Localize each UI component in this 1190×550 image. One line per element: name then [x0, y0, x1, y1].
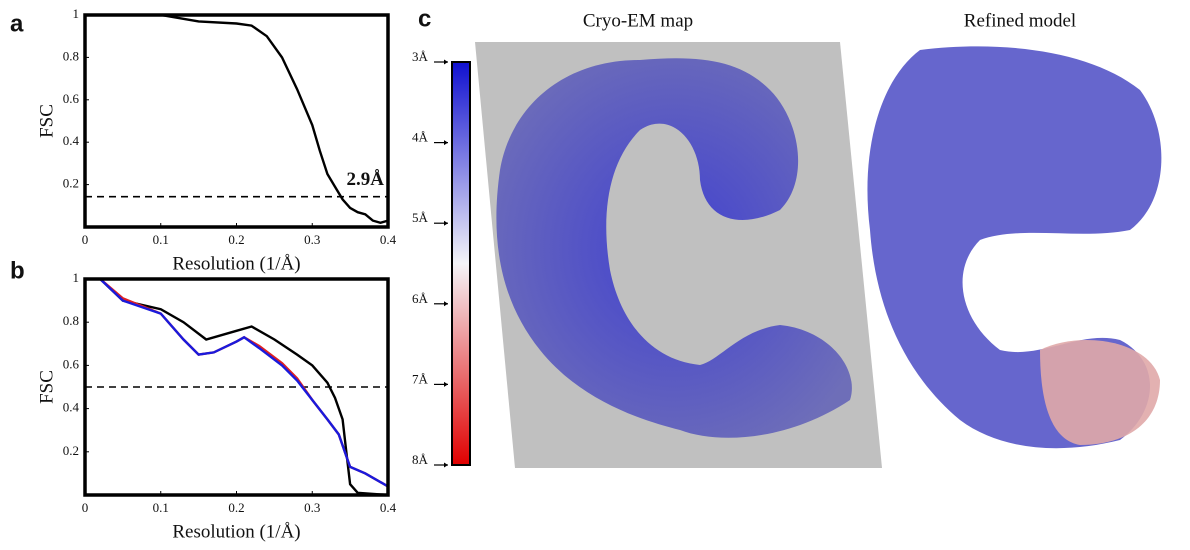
colorbar-label: 7Å	[412, 371, 429, 386]
y-tick-label: 0.6	[63, 91, 80, 106]
plot-frame	[83, 13, 390, 229]
y-tick-label: 0.2	[63, 443, 79, 458]
y-axis-label: FSC	[36, 370, 57, 404]
refined-model-low-res	[1040, 340, 1160, 445]
x-tick-label: 0.4	[380, 500, 397, 515]
y-tick-label: 0.2	[63, 176, 79, 191]
colorbar-label: 3Å	[412, 49, 429, 64]
plot-frame	[83, 277, 390, 497]
x-tick-label: 0	[82, 232, 89, 247]
map-title: Cryo-EM map	[583, 10, 693, 31]
x-tick-label: 0.2	[228, 500, 244, 515]
y-tick-label: 1	[73, 6, 80, 21]
panel-label: b	[10, 257, 25, 284]
x-tick-label: 0.3	[304, 500, 320, 515]
fsc-curve	[99, 278, 389, 488]
x-tick-label: 0.2	[228, 232, 244, 247]
y-tick-label: 0.4	[63, 133, 80, 148]
x-tick-label: 0	[82, 500, 89, 515]
colorbar	[451, 61, 471, 466]
colorbar-arrowhead	[444, 462, 448, 468]
model-title: Refined model	[964, 10, 1076, 31]
colorbar-arrowhead	[444, 301, 448, 307]
y-tick-label: 0.6	[63, 356, 80, 371]
x-tick-label: 0.1	[153, 500, 169, 515]
x-tick-label: 0.4	[380, 232, 397, 247]
colorbar-label: 5Å	[412, 210, 429, 225]
x-tick-label: 0.1	[153, 232, 169, 247]
x-axis-label: Resolution (1/Å)	[172, 253, 300, 274]
colorbar-label: 8Å	[412, 452, 429, 467]
x-tick-label: 0.3	[304, 232, 320, 247]
panel-label: c	[418, 5, 431, 32]
y-tick-label: 1	[73, 270, 80, 285]
fsc-curve	[100, 13, 389, 225]
y-tick-label: 0.8	[63, 313, 79, 328]
y-tick-label: 0.4	[63, 400, 80, 415]
cryo-em-map	[496, 58, 852, 438]
colorbar-arrowhead	[444, 59, 448, 65]
colorbar-arrowhead	[444, 140, 448, 146]
colorbar-arrowhead	[444, 220, 448, 226]
colorbar-label: 4Å	[412, 130, 429, 145]
y-axis-label: FSC	[36, 104, 57, 138]
panel-label: a	[10, 10, 24, 37]
annotation: 2.9Å	[347, 169, 385, 190]
colorbar-label: 6Å	[412, 291, 429, 306]
y-tick-label: 0.8	[63, 48, 79, 63]
x-axis-label: Resolution (1/Å)	[172, 521, 300, 542]
colorbar-arrowhead	[444, 381, 448, 387]
